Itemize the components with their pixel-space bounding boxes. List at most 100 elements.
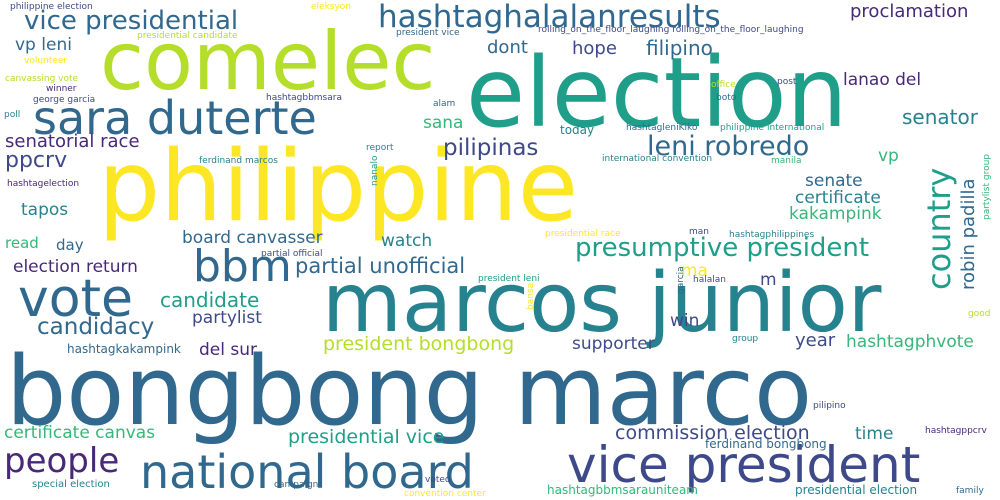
word: dont (487, 37, 528, 58)
word: nanalo (370, 155, 380, 186)
word: vp leni (15, 35, 72, 55)
word: president vice (396, 28, 460, 38)
word: read (5, 234, 39, 252)
word: day (56, 236, 84, 254)
word: year (795, 330, 836, 351)
word: proclamation (850, 1, 969, 22)
word: convention center (404, 489, 486, 499)
word: hashtagbbmsara (266, 93, 342, 103)
word: boto (716, 93, 737, 103)
word: today (560, 123, 595, 137)
word: campaign (274, 480, 319, 490)
word: robin padilla (958, 178, 979, 291)
word: vote (18, 269, 133, 329)
word: hashtagbbmsarauniteam (547, 483, 698, 497)
word: president bongbong (323, 333, 515, 355)
word: hashtagleniKiko (626, 123, 698, 133)
word: presidential election (795, 483, 918, 497)
word: garcia (676, 266, 686, 294)
word: m (760, 270, 777, 290)
word: good (968, 309, 991, 319)
word: hope (572, 38, 617, 59)
word: tapos (21, 200, 69, 220)
word: office (711, 80, 736, 90)
word: bongbong marco (6, 337, 813, 447)
word: hashtagphilippines (729, 230, 815, 240)
word: watch (381, 231, 433, 251)
word: senator (902, 105, 978, 129)
word: hashtagphvote (846, 332, 974, 352)
word: pilipinas (443, 135, 539, 161)
word: filipino (646, 36, 713, 60)
word: report (366, 143, 394, 153)
word: vice president (567, 436, 921, 494)
word: canvassing vote (5, 74, 79, 84)
word: ppcrv (5, 148, 68, 173)
word: hashtagkakampink (67, 342, 181, 356)
word: certificate canvas (4, 423, 156, 443)
word: philippine election (10, 2, 93, 12)
word: man (689, 227, 709, 237)
word: international convention (602, 154, 713, 164)
word: halalan (693, 275, 726, 285)
word: post (777, 77, 797, 87)
word: board canvasser (182, 228, 323, 248)
word: alam (433, 99, 456, 109)
word: sana (423, 113, 464, 133)
word: group (732, 334, 759, 344)
word: poll (4, 110, 21, 120)
word: ferdinand bongbong (705, 437, 827, 451)
word: senate (805, 171, 863, 191)
word: time (855, 424, 894, 444)
word: comelec (100, 15, 436, 108)
word: presidential vice (288, 426, 445, 448)
word: rolling_on_the_floor_laughing rolling_on… (538, 25, 804, 35)
word: certificate (795, 188, 881, 208)
word: kakampink (789, 204, 882, 224)
word: philippine international (720, 123, 825, 133)
word: family (956, 486, 984, 496)
word: election (466, 37, 848, 149)
word: winner (46, 84, 77, 94)
word: george garcia (33, 95, 96, 105)
word: commission election (615, 422, 810, 444)
word: partylist group (982, 153, 992, 220)
word: special election (32, 479, 110, 490)
word: sara duterte (33, 91, 317, 145)
word: presidential race (545, 229, 621, 239)
word: hashtaghalalanresults (378, 0, 721, 35)
word: volunteer (24, 56, 68, 66)
word: pilipino (813, 401, 846, 411)
word: partial unofficial (295, 254, 466, 278)
word: presidential candidate (137, 31, 238, 41)
word: marcos junior (322, 256, 882, 351)
word: eleksyon (311, 2, 352, 12)
word: voted (425, 475, 451, 485)
word: lanao del (843, 70, 922, 90)
word: national board (140, 445, 474, 499)
word: people (4, 441, 120, 481)
word: hashtagelection (7, 179, 80, 189)
word: supporter (572, 334, 655, 354)
word: ferdinand marcos (199, 156, 278, 166)
word: del sur (199, 340, 257, 360)
word: candidate (160, 288, 260, 312)
word: ma (681, 261, 708, 281)
word: election return (13, 257, 138, 277)
word: bansa (526, 282, 536, 310)
word: win (670, 311, 700, 331)
word: presumptive president (575, 233, 870, 263)
word: candidacy (37, 314, 155, 340)
word: philippine (98, 130, 579, 244)
word: country (920, 167, 958, 290)
word: president leni (478, 274, 540, 284)
word: vp (878, 146, 899, 166)
word: senatorial race (5, 131, 140, 152)
word: hashtagppcrv (925, 426, 987, 436)
word: leni robredo (647, 131, 810, 162)
word: partylist (192, 308, 262, 328)
word: partial official (261, 249, 323, 259)
word: vice presidential (24, 6, 239, 36)
word: manila (771, 156, 802, 166)
